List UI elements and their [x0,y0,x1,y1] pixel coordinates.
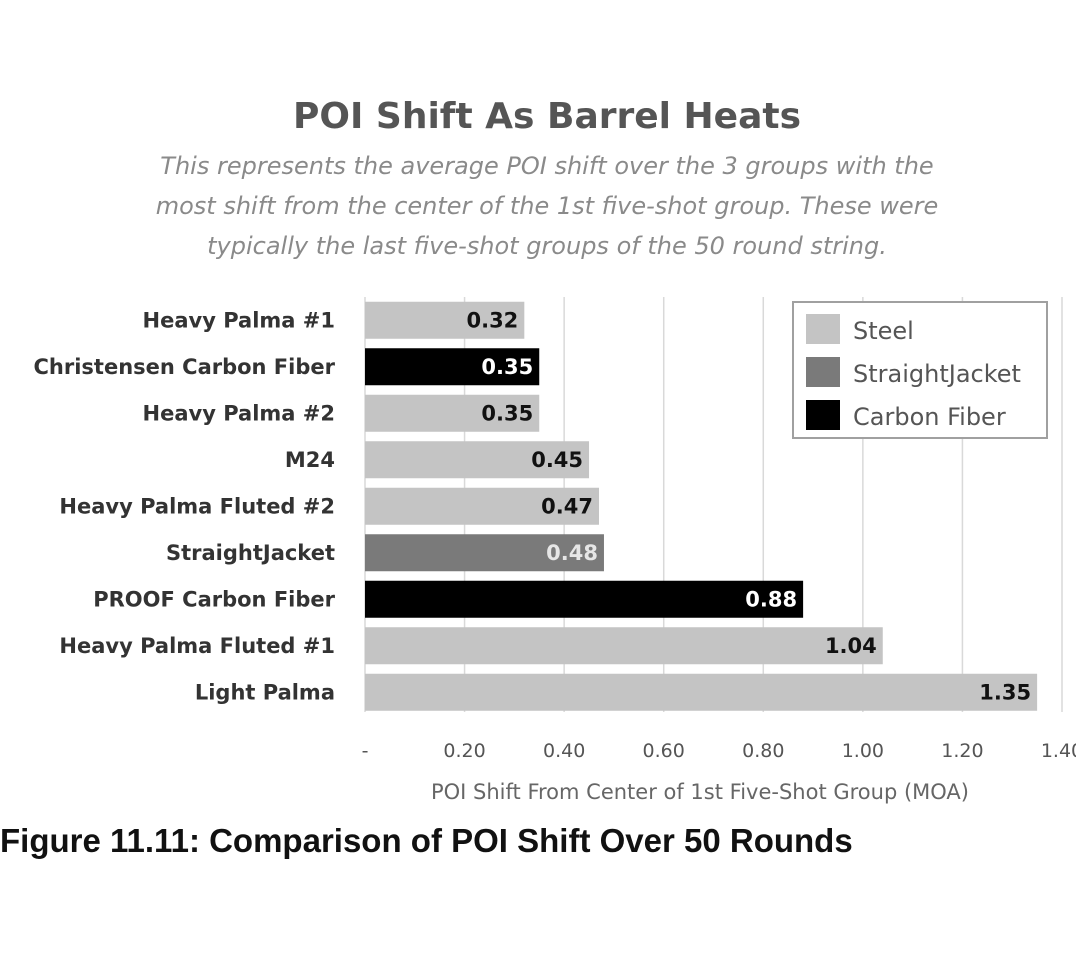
value-label-6: 0.88 [745,587,797,611]
chart-subtitle-line-3: typically the last five-shot groups of t… [207,232,887,260]
value-label-1: 0.35 [481,355,533,379]
x-axis-label: POI Shift From Center of 1st Five-Shot G… [430,780,969,804]
value-label-4: 0.47 [541,494,593,518]
bar-1 [365,348,540,386]
chart-subtitle-line-2: most shift from the center of the 1st fi… [155,192,939,220]
category-label-7: Heavy Palma Fluted #1 [59,634,335,658]
bar-5 [365,534,604,572]
bar-8 [365,673,1038,711]
value-label-2: 0.35 [481,401,533,425]
bar-2 [365,394,540,432]
category-label-6: PROOF Carbon Fiber [93,587,335,611]
bar-6 [365,580,804,618]
legend-label-1: StraightJacket [853,360,1021,388]
legend-swatch-2 [806,400,840,430]
category-label-0: Heavy Palma #1 [143,308,335,332]
category-label-5: StraightJacket [166,541,335,565]
value-label-0: 0.32 [466,308,518,332]
x-tick-label-6: 1.20 [941,740,983,762]
value-label-8: 1.35 [979,680,1031,704]
x-tick-label-3: 0.60 [643,740,685,762]
category-label-2: Heavy Palma #2 [143,401,335,425]
legend-label-2: Carbon Fiber [853,403,1006,431]
legend-swatch-1 [806,357,840,387]
x-tick-label-7: 1.40 [1041,740,1076,762]
bar-7 [365,627,883,665]
legend-label-0: Steel [853,317,914,345]
x-tick-label-2: 0.40 [543,740,585,762]
value-label-5: 0.48 [546,541,598,565]
bar-0 [365,301,525,339]
bar-chart: Heavy Palma #1 0.32 Christensen Carbon Fib… [34,297,1076,762]
chart-title: POI Shift As Barrel Heats [292,96,802,137]
figure-caption: Figure 11.11: Comparison of POI Shift Ov… [0,822,853,859]
x-tick-label-4: 0.80 [742,740,784,762]
bar-3 [365,441,590,479]
category-label-8: Light Palma [195,680,335,704]
x-tick-label-1: 0.20 [443,740,485,762]
x-tick-label-5: 1.00 [842,740,884,762]
bar-4 [365,487,599,525]
x-tick-label-0: - [362,740,369,762]
value-label-3: 0.45 [531,448,583,472]
value-label-7: 1.04 [825,634,877,658]
category-label-1: Christensen Carbon Fiber [34,355,336,379]
category-label-3: M24 [285,448,335,472]
chart-subtitle-line-1: This represents the average POI shift ov… [160,152,934,180]
legend-swatch-0 [806,314,840,344]
category-label-4: Heavy Palma Fluted #2 [59,494,335,518]
